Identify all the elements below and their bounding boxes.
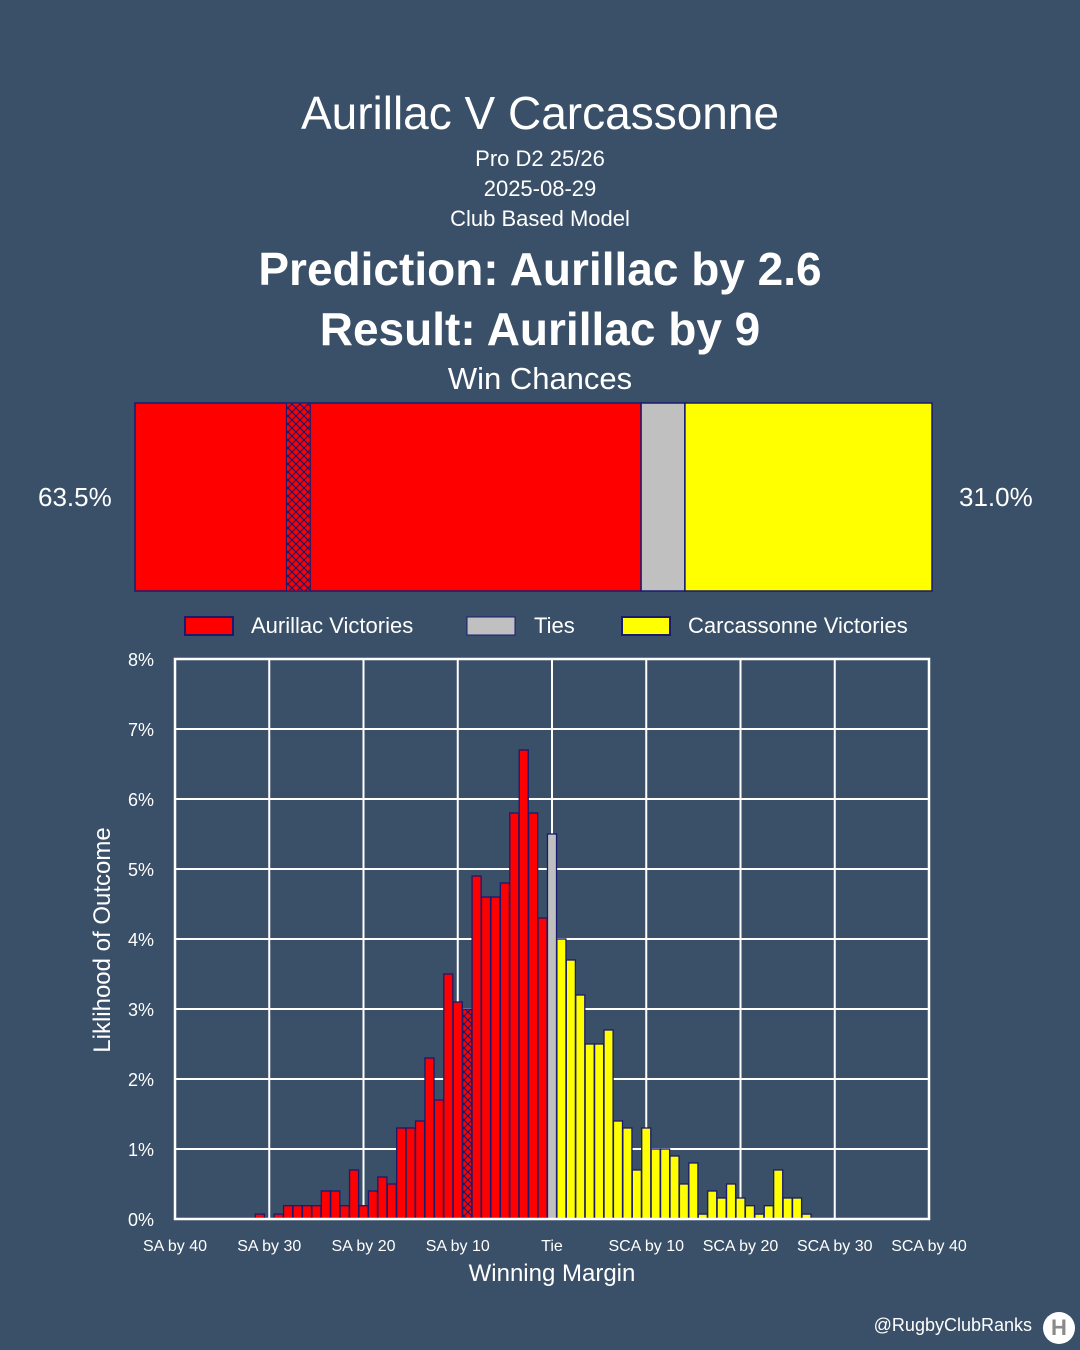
x-tick-label: SCA by 10	[608, 1238, 684, 1255]
bar-away	[659, 1148, 671, 1220]
win-bar-away	[684, 402, 933, 592]
bar-home	[414, 1120, 426, 1220]
bar-away	[622, 1127, 633, 1220]
model-label: Club Based Model	[450, 206, 630, 231]
logo-icon: H	[1043, 1312, 1075, 1344]
legend-swatch-away	[621, 616, 671, 636]
legend-label-tie: Ties	[534, 613, 575, 638]
bar-home	[377, 1176, 388, 1220]
competition-label: Pro D2 25/26	[475, 146, 605, 171]
bar-home	[527, 812, 539, 1220]
histogram-plot: 0% 1% 2% 3% 4% 5% 6% 7% 8% SA by 40 SA by 30 SA by …	[128, 650, 967, 1255]
win-chances-title: Win Chances	[447, 361, 633, 396]
away-win-percent: 31.0%	[959, 482, 1033, 512]
bar-home	[509, 812, 520, 1220]
bar-home	[452, 1001, 463, 1220]
bar-away	[688, 1162, 699, 1220]
bar-away	[650, 1148, 661, 1220]
bar-home	[490, 896, 501, 1220]
bar-away	[707, 1190, 718, 1220]
legend-swatch-home	[184, 616, 234, 636]
bar-home	[386, 1183, 397, 1220]
bar-away	[584, 1043, 595, 1220]
x-tick-label: SA by 40	[143, 1238, 207, 1255]
bar-away	[641, 1127, 652, 1220]
bar-away	[593, 1043, 605, 1220]
bar-home	[358, 1205, 369, 1220]
win-chances-bar	[134, 402, 933, 592]
bar-away	[603, 1029, 614, 1220]
bar-away	[725, 1183, 737, 1220]
x-tick-label: SCA by 30	[797, 1238, 873, 1255]
y-tick-label: 8%	[128, 650, 154, 670]
bar-away	[556, 938, 567, 1220]
bar-home	[301, 1205, 313, 1220]
legend: Aurillac Victories Ties Carcassonne Vict…	[184, 613, 908, 638]
bar-home	[424, 1057, 435, 1220]
x-tick-label: Tie	[541, 1238, 563, 1255]
bar-home	[367, 1190, 379, 1220]
x-tick-label: SA by 30	[237, 1238, 301, 1255]
bar-away	[612, 1120, 624, 1220]
y-tick-label: 2%	[128, 1070, 154, 1090]
win-bar-home	[134, 402, 642, 592]
x-tick-label: SCA by 40	[891, 1238, 967, 1255]
bar-away	[763, 1205, 774, 1220]
bar-home	[320, 1190, 331, 1220]
bar-tie	[546, 833, 558, 1220]
credit-handle: @RugbyClubRanks	[873, 1315, 1032, 1335]
bar-away	[669, 1155, 680, 1220]
bar-home	[518, 749, 529, 1220]
bar-away	[716, 1197, 727, 1220]
bar-home	[396, 1127, 407, 1220]
legend-label-away: Carcassonne Victories	[688, 613, 908, 638]
x-tick-label: SA by 10	[426, 1238, 490, 1255]
chart-title: Aurillac V Carcassonne	[300, 87, 780, 139]
bar-home	[282, 1205, 294, 1220]
result-text: Result: Aurillac by 9	[319, 303, 761, 355]
bar-away	[575, 994, 586, 1220]
bar-home	[292, 1205, 303, 1220]
bar-home	[311, 1205, 322, 1220]
bar-home	[480, 896, 492, 1220]
bar-home	[443, 973, 454, 1220]
bar-away	[678, 1183, 690, 1220]
bar-actual-result	[462, 1008, 473, 1220]
bar-home	[405, 1127, 416, 1220]
bar-away	[791, 1197, 803, 1220]
bar-away	[744, 1205, 756, 1220]
bar-home	[471, 875, 482, 1220]
bar-home	[348, 1169, 360, 1220]
y-tick-label: 6%	[128, 790, 154, 810]
match-date: 2025-08-29	[483, 176, 597, 201]
win-bar-tie	[640, 402, 686, 592]
y-tick-label: 3%	[128, 1000, 154, 1020]
legend-swatch-tie	[466, 616, 516, 636]
bar-away	[735, 1197, 746, 1220]
win-bar-result-hatch	[285, 402, 311, 592]
bar-home	[330, 1190, 341, 1220]
legend-label-home: Aurillac Victories	[251, 613, 413, 638]
y-tick-label: 1%	[128, 1140, 154, 1160]
y-tick-label: 7%	[128, 720, 154, 740]
x-tick-label: SA by 20	[331, 1238, 395, 1255]
y-axis-label: Liklihood of Outcome	[89, 827, 116, 1052]
bar-home	[499, 882, 511, 1220]
bar-away	[565, 959, 577, 1220]
home-win-percent: 63.5%	[38, 482, 112, 512]
bar-home	[433, 1099, 445, 1220]
y-tick-label: 0%	[128, 1210, 154, 1230]
bar-away	[773, 1169, 784, 1220]
bar-away	[782, 1197, 793, 1220]
plot-frame	[173, 657, 931, 1221]
y-tick-label: 5%	[128, 860, 154, 880]
prediction-text: Prediction: Aurillac by 2.6	[258, 243, 822, 295]
bar-away	[631, 1169, 642, 1220]
bar-home	[537, 917, 548, 1220]
x-tick-label: SCA by 20	[703, 1238, 779, 1255]
bar-home	[339, 1205, 350, 1220]
x-axis-label: Winning Margin	[469, 1260, 636, 1287]
y-tick-label: 4%	[128, 930, 154, 950]
